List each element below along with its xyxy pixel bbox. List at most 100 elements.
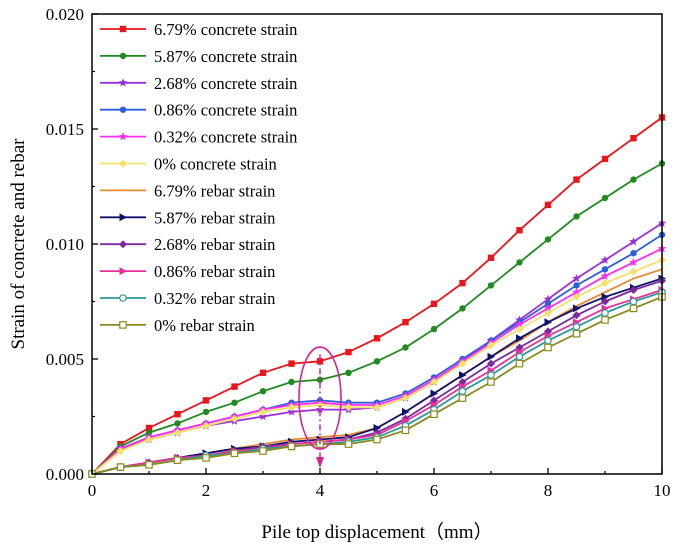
legend-item: 2.68% concrete strain <box>100 74 297 93</box>
data-point <box>459 371 467 380</box>
data-point <box>544 336 552 345</box>
data-point <box>544 309 552 317</box>
data-point <box>630 135 637 142</box>
data-point <box>116 463 125 471</box>
data-point <box>515 359 524 368</box>
data-point <box>601 297 609 306</box>
data-point <box>543 294 553 303</box>
data-point <box>458 359 467 368</box>
axis-ticks: 0 2 4 6 8 10 0.000 0.005 0.010 0.015 0.020 <box>46 5 671 500</box>
annotation <box>298 346 342 468</box>
data-point <box>173 428 182 437</box>
data-point <box>288 360 295 367</box>
legend-label: 2.68% rebar strain <box>154 235 275 254</box>
data-point <box>543 303 553 313</box>
series-6 <box>88 256 666 478</box>
data-point <box>629 304 638 313</box>
x-tick-label: 4 <box>316 481 325 500</box>
data-point <box>287 403 296 412</box>
data-point <box>258 412 268 421</box>
data-point <box>544 236 552 243</box>
data-point <box>316 401 324 409</box>
legend-item: 0% rebar strain <box>100 316 255 335</box>
legend-item: 6.79% rebar strain <box>100 181 275 200</box>
data-point <box>515 325 524 334</box>
legend-label: 0.86% concrete strain <box>154 101 297 120</box>
legend-marker <box>119 159 127 168</box>
legend: 6.79% concrete strain 5.87% concrete stra… <box>100 20 297 335</box>
x-axis-title: Pile top displacement（mm） <box>261 521 492 543</box>
legend-marker <box>119 106 127 113</box>
legend-item: 0.86% rebar strain <box>100 262 275 281</box>
legend-marker <box>119 240 127 249</box>
data-point <box>430 378 438 386</box>
legend-marker <box>118 132 128 141</box>
data-point <box>601 194 609 202</box>
series-2 <box>88 160 666 478</box>
series-12 <box>88 293 666 478</box>
legend-label: 0.32% concrete strain <box>154 128 297 147</box>
y-tick-label: 0.020 <box>46 5 84 24</box>
legend-item: 2.68% rebar strain <box>100 235 275 254</box>
data-point <box>373 335 381 342</box>
data-point <box>544 343 552 352</box>
data-point <box>487 282 495 289</box>
data-point <box>287 407 296 416</box>
legend-marker <box>119 321 127 329</box>
data-point <box>458 387 467 396</box>
data-point <box>459 305 466 312</box>
y-tick-label: 0.005 <box>46 350 84 369</box>
data-point <box>573 213 580 220</box>
data-point <box>601 155 609 163</box>
data-point <box>515 352 524 361</box>
data-point <box>544 318 552 327</box>
data-point <box>287 442 296 451</box>
data-point <box>145 424 153 432</box>
data-point <box>316 358 324 365</box>
data-point <box>373 403 381 412</box>
legend-label: 6.79% rebar strain <box>154 181 275 200</box>
data-point <box>202 421 210 430</box>
x-tick-label: 8 <box>544 481 553 500</box>
data-point <box>174 420 181 427</box>
data-point <box>202 408 210 416</box>
data-point <box>230 414 239 423</box>
data-point <box>344 403 353 412</box>
data-point <box>402 407 410 416</box>
data-point <box>544 300 552 307</box>
legend-item: 0% concrete strain <box>100 155 277 174</box>
data-point <box>202 454 210 462</box>
data-point <box>116 447 125 455</box>
data-point <box>259 407 267 416</box>
x-tick-label: 10 <box>654 481 671 500</box>
data-point <box>231 383 238 390</box>
data-point <box>459 279 466 287</box>
data-point <box>629 286 638 294</box>
legend-label: 0% concrete strain <box>154 155 277 174</box>
data-point <box>572 287 581 296</box>
data-point <box>544 201 552 209</box>
legend-marker <box>119 267 127 276</box>
data-point <box>487 341 495 350</box>
legend-item: 6.79% concrete strain <box>100 20 297 39</box>
data-point <box>401 394 410 403</box>
legend-item: 5.87% concrete strain <box>100 47 297 66</box>
data-point <box>600 271 610 280</box>
data-point <box>487 254 495 261</box>
data-point <box>345 348 352 356</box>
data-point <box>173 456 182 465</box>
data-point <box>572 311 581 320</box>
data-point <box>487 352 495 361</box>
y-tick-label: 0.010 <box>46 235 84 254</box>
legend-label: 6.79% concrete strain <box>154 20 297 39</box>
data-point <box>430 410 438 419</box>
data-point <box>487 359 495 368</box>
data-point <box>572 329 581 338</box>
data-point <box>145 435 153 444</box>
data-point <box>601 309 609 317</box>
data-point <box>573 282 580 289</box>
data-point <box>345 369 352 376</box>
data-point <box>316 376 324 383</box>
data-point <box>601 292 609 301</box>
